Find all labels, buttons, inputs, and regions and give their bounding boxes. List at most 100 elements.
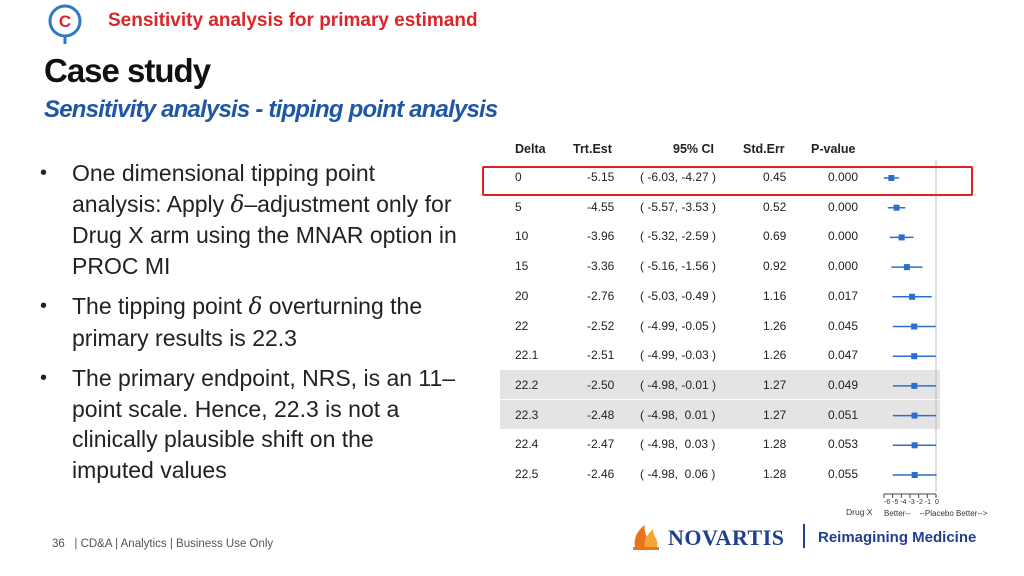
estimate-point xyxy=(911,353,918,360)
drug-x-label: Drug X xyxy=(846,507,873,517)
cell-delta: 22.1 xyxy=(515,348,539,363)
cell-delta: 22.2 xyxy=(515,377,539,392)
header-std-err: Std.Err xyxy=(743,142,785,156)
delta-symbol: δ xyxy=(230,191,245,218)
cell-p-value: 0.000 xyxy=(828,199,859,214)
brand-divider xyxy=(803,524,805,548)
estimate-point xyxy=(909,293,916,300)
cell-std-err: 1.27 xyxy=(763,407,787,422)
estimate-point xyxy=(893,204,900,211)
bullet-item: • The tipping point δ overturning the pri… xyxy=(40,291,460,353)
cell-trt-est: -2.50 xyxy=(587,377,615,392)
highlight-box xyxy=(482,166,973,196)
cell-std-err: 0.92 xyxy=(763,259,787,274)
estimate-point xyxy=(911,382,918,389)
table-row: 5 -4.55 ( -5.57, -3.53 ) 0.52 0.000 xyxy=(500,192,940,221)
cell-p-value: 0.000 xyxy=(828,229,859,244)
table-row: 15 -3.36 ( -5.16, -1.56 ) 0.92 0.000 xyxy=(500,251,940,280)
cell-std-err: 0.52 xyxy=(763,199,787,214)
bullet-text: –adjustment only for Drug X arm using th… xyxy=(72,190,457,279)
cell-p-value: 0.000 xyxy=(828,259,859,274)
header-trt-est: Trt.Est xyxy=(573,142,612,156)
table-row: 22 -2.52 ( -4.99, -0.05 ) 1.26 0.045 xyxy=(500,311,940,340)
table-row: 22.4 -2.47 ( -4.98, 0.03 ) 1.28 0.053 xyxy=(500,429,940,458)
bullet-icon: • xyxy=(40,162,48,184)
bullet-icon: • xyxy=(40,367,48,389)
section-banner: Sensitivity analysis for primary estiman… xyxy=(108,10,478,31)
cell-std-err: 1.26 xyxy=(763,318,787,333)
cell-std-err: 1.28 xyxy=(763,467,787,481)
table-row: 22.1 -2.51 ( -4.99, -0.03 ) 1.26 0.047 xyxy=(500,340,940,369)
bullet-item: • One dimensional tipping point analysis:… xyxy=(40,158,460,281)
logo-c-icon: C xyxy=(48,4,82,44)
estimate-point xyxy=(911,442,918,449)
cell-ci: ( -4.98, 0.01 ) xyxy=(640,407,716,422)
cell-std-err: 1.26 xyxy=(763,348,787,363)
cell-delta: 22 xyxy=(515,318,529,333)
cell-trt-est: -4.55 xyxy=(587,199,615,214)
bullet-text: The primary endpoint, NRS, is an 11–poin… xyxy=(72,365,456,483)
cell-ci: ( -5.57, -3.53 ) xyxy=(640,199,717,214)
table-row: 22.2 -2.50 ( -4.98, -0.01 ) 1.27 0.049 xyxy=(500,369,940,399)
bullet-text: The tipping point xyxy=(72,293,249,319)
cell-std-err: 0.69 xyxy=(763,229,787,244)
cell-trt-est: -3.36 xyxy=(587,259,615,274)
cell-delta: 20 xyxy=(515,288,529,303)
cell-delta: 15 xyxy=(515,259,529,274)
cell-p-value: 0.045 xyxy=(828,318,859,333)
estimate-point xyxy=(903,264,910,271)
cell-ci: ( -5.03, -0.49 ) xyxy=(640,288,717,303)
header-p-value: P-value xyxy=(811,142,856,156)
table-row: 10 -3.96 ( -5.32, -2.59 ) 0.69 0.000 xyxy=(500,221,940,250)
bullet-text: One dimensional tipping point analysis: … xyxy=(72,160,376,217)
cell-p-value: 0.053 xyxy=(828,437,859,452)
brand-tagline: Reimagining Medicine xyxy=(818,529,977,546)
cell-ci: ( -4.99, -0.05 ) xyxy=(640,318,717,333)
cell-delta: 0 xyxy=(515,170,522,184)
svg-text:C: C xyxy=(59,12,71,31)
cell-ci: ( -5.32, -2.59 ) xyxy=(640,229,717,244)
estimate-point xyxy=(911,472,918,478)
estimate-point xyxy=(911,412,918,419)
delta-symbol: δ xyxy=(248,294,263,320)
header-ci: 95% CI xyxy=(673,142,714,156)
cell-p-value: 0.049 xyxy=(828,377,859,392)
cell-trt-est: -2.48 xyxy=(587,407,615,422)
table-row: 22.5 -2.46 ( -4.98, 0.06 ) 1.28 0.055 xyxy=(500,459,940,488)
bullet-text: overturning the primary results is 22.3 xyxy=(72,293,423,351)
cell-ci: ( -6.03, -4.27 ) xyxy=(640,170,717,184)
page-number: 36 xyxy=(52,538,65,550)
footer-text: | CD&A | Analytics | Business Use Only xyxy=(74,538,274,550)
cell-trt-est: -2.52 xyxy=(587,318,615,333)
bullet-icon: • xyxy=(40,295,48,317)
cell-trt-est: -2.46 xyxy=(587,467,615,481)
cell-std-err: 0.45 xyxy=(763,170,787,184)
forest-axis-ticks: -6 -5 -4 -3 -2 -1 0 xyxy=(884,499,939,506)
header-delta: Delta xyxy=(515,142,546,156)
cell-delta: 22.3 xyxy=(515,407,539,422)
cell-trt-est: -2.76 xyxy=(587,288,615,303)
cell-delta: 22.5 xyxy=(515,467,539,481)
cell-delta: 10 xyxy=(515,229,529,244)
cell-delta: 5 xyxy=(515,199,522,214)
estimate-point xyxy=(911,323,918,330)
cell-ci: ( -4.98, -0.01 ) xyxy=(640,377,717,392)
cell-ci: ( -4.99, -0.03 ) xyxy=(640,348,717,363)
cell-delta: 22.4 xyxy=(515,437,539,452)
cell-trt-est: -3.96 xyxy=(587,229,615,244)
cell-std-err: 1.16 xyxy=(763,288,787,303)
table-row: 22.3 -2.48 ( -4.98, 0.01 ) 1.27 0.051 xyxy=(500,399,940,429)
cell-ci: ( -4.98, 0.03 ) xyxy=(640,437,716,452)
cell-p-value: 0.047 xyxy=(828,348,859,363)
brand-name: NOVARTIS xyxy=(668,525,785,550)
cell-p-value: 0.000 xyxy=(828,170,859,184)
cell-p-value: 0.051 xyxy=(828,407,859,422)
cell-ci: ( -4.98, 0.06 ) xyxy=(640,467,716,481)
cell-trt-est: -5.15 xyxy=(587,170,615,184)
cell-p-value: 0.017 xyxy=(828,288,859,303)
cell-p-value: 0.055 xyxy=(828,467,859,481)
cell-std-err: 1.28 xyxy=(763,437,787,452)
forest-plot xyxy=(883,160,937,498)
estimate-point xyxy=(888,175,895,181)
page-subtitle: Sensitivity analysis - tipping point ana… xyxy=(44,96,498,123)
